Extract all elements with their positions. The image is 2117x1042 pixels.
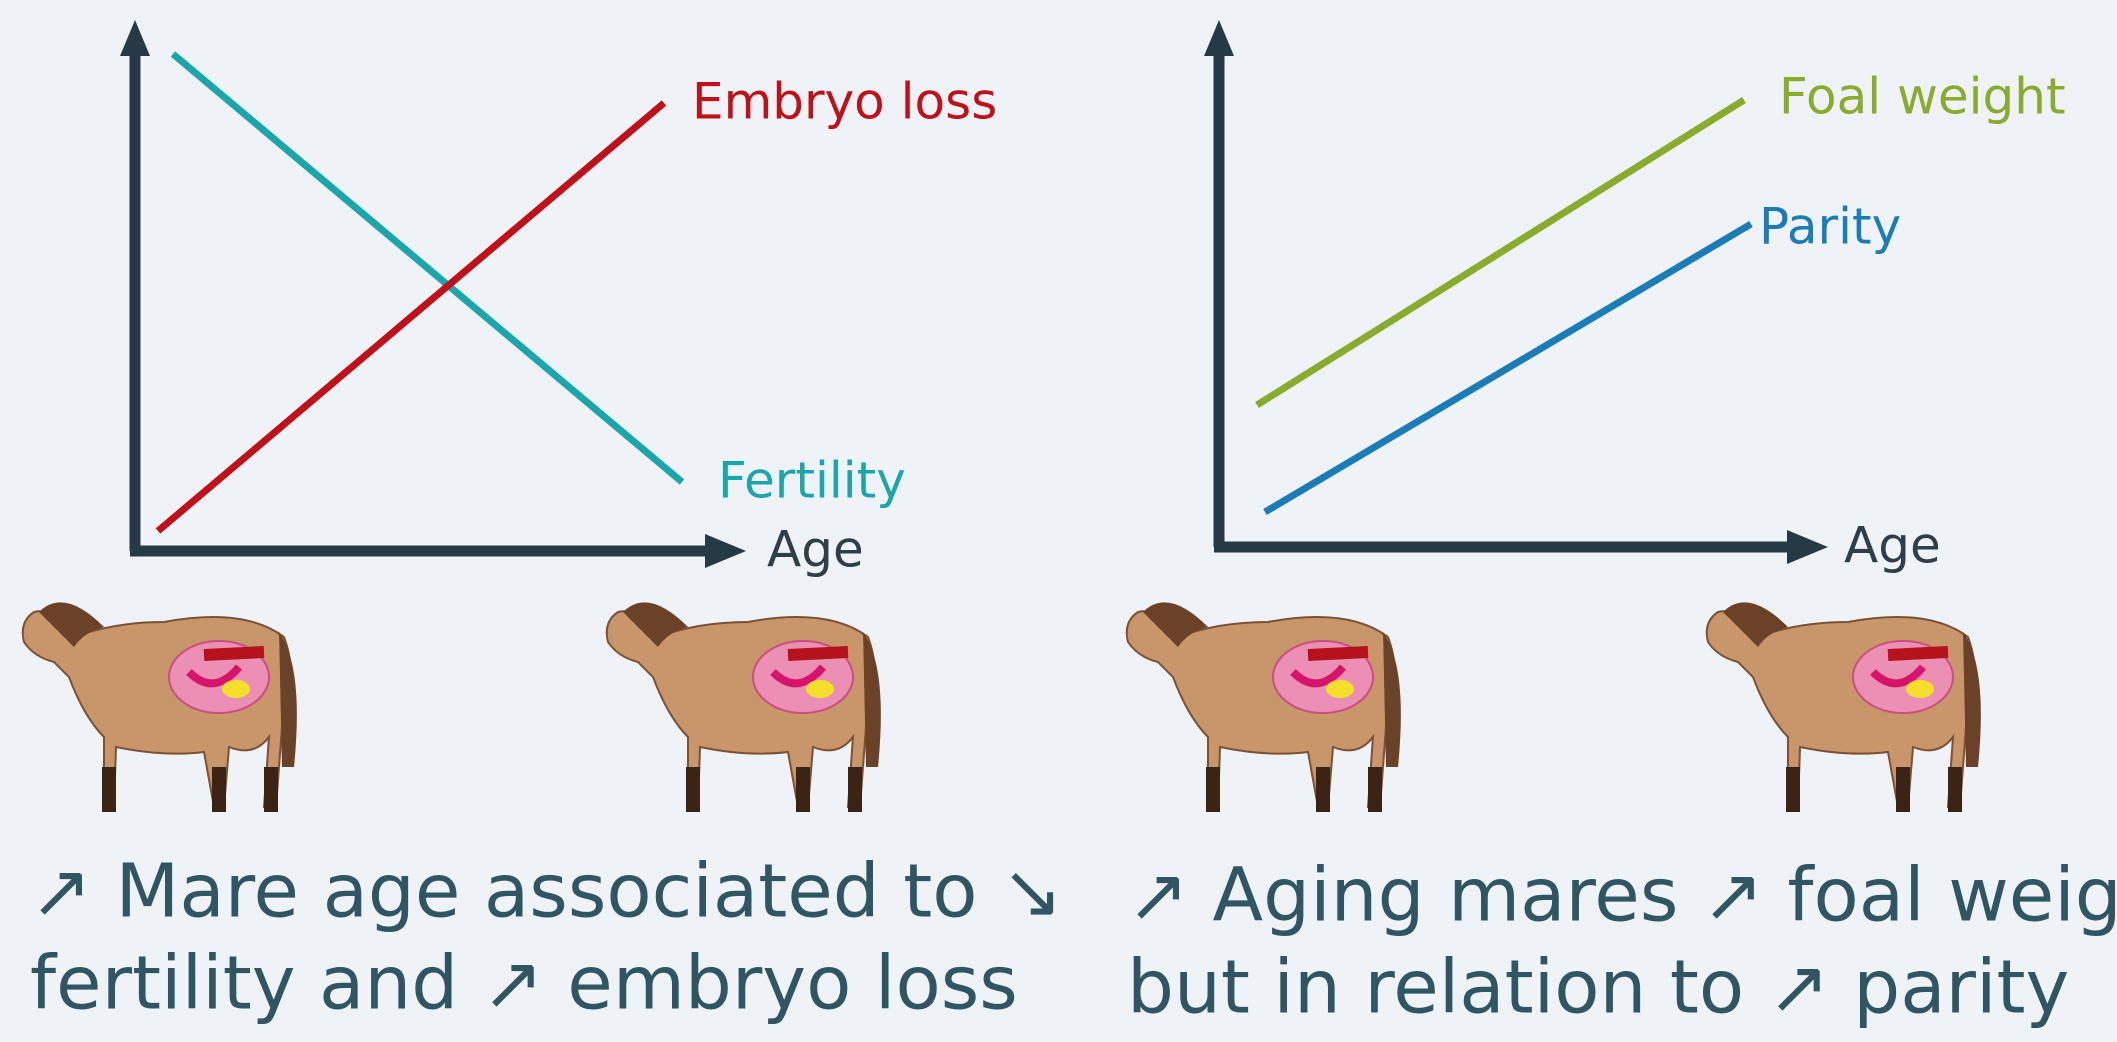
x-axis-arrow xyxy=(705,534,746,568)
parity-line xyxy=(1265,224,1751,512)
caption-line: ↗ Aging mares ↗ foal weight xyxy=(1127,853,2117,939)
caption-line: fertility and ↗ embryo loss xyxy=(30,941,1018,1027)
series-label: Foal weight xyxy=(1779,68,2066,126)
x-axis-arrow xyxy=(1787,530,1828,564)
x-axis-label: Age xyxy=(1844,517,1941,575)
foal-weight-line xyxy=(1257,100,1744,405)
series-label: Fertility xyxy=(718,452,906,510)
caption-line: but in relation to ↗ parity xyxy=(1127,945,2069,1031)
series-label: Embryo loss xyxy=(692,73,997,131)
young-mare-image xyxy=(23,602,297,812)
old-mare-image xyxy=(607,602,881,812)
y-axis-arrow xyxy=(1204,20,1234,56)
y-axis-arrow xyxy=(120,20,150,56)
caption-line: ↗ Mare age associated to ↘ xyxy=(30,849,1063,935)
embryo-loss-line xyxy=(158,103,664,531)
x-axis-label: Age xyxy=(767,521,864,579)
series-label: Parity xyxy=(1759,198,1901,256)
young-mare-image xyxy=(1127,602,1401,812)
fertility-line xyxy=(173,54,682,482)
old-mare-image xyxy=(1707,602,1981,812)
slide: Embryo loss Fertility Age ↗ Mare age ass… xyxy=(0,0,2117,1042)
